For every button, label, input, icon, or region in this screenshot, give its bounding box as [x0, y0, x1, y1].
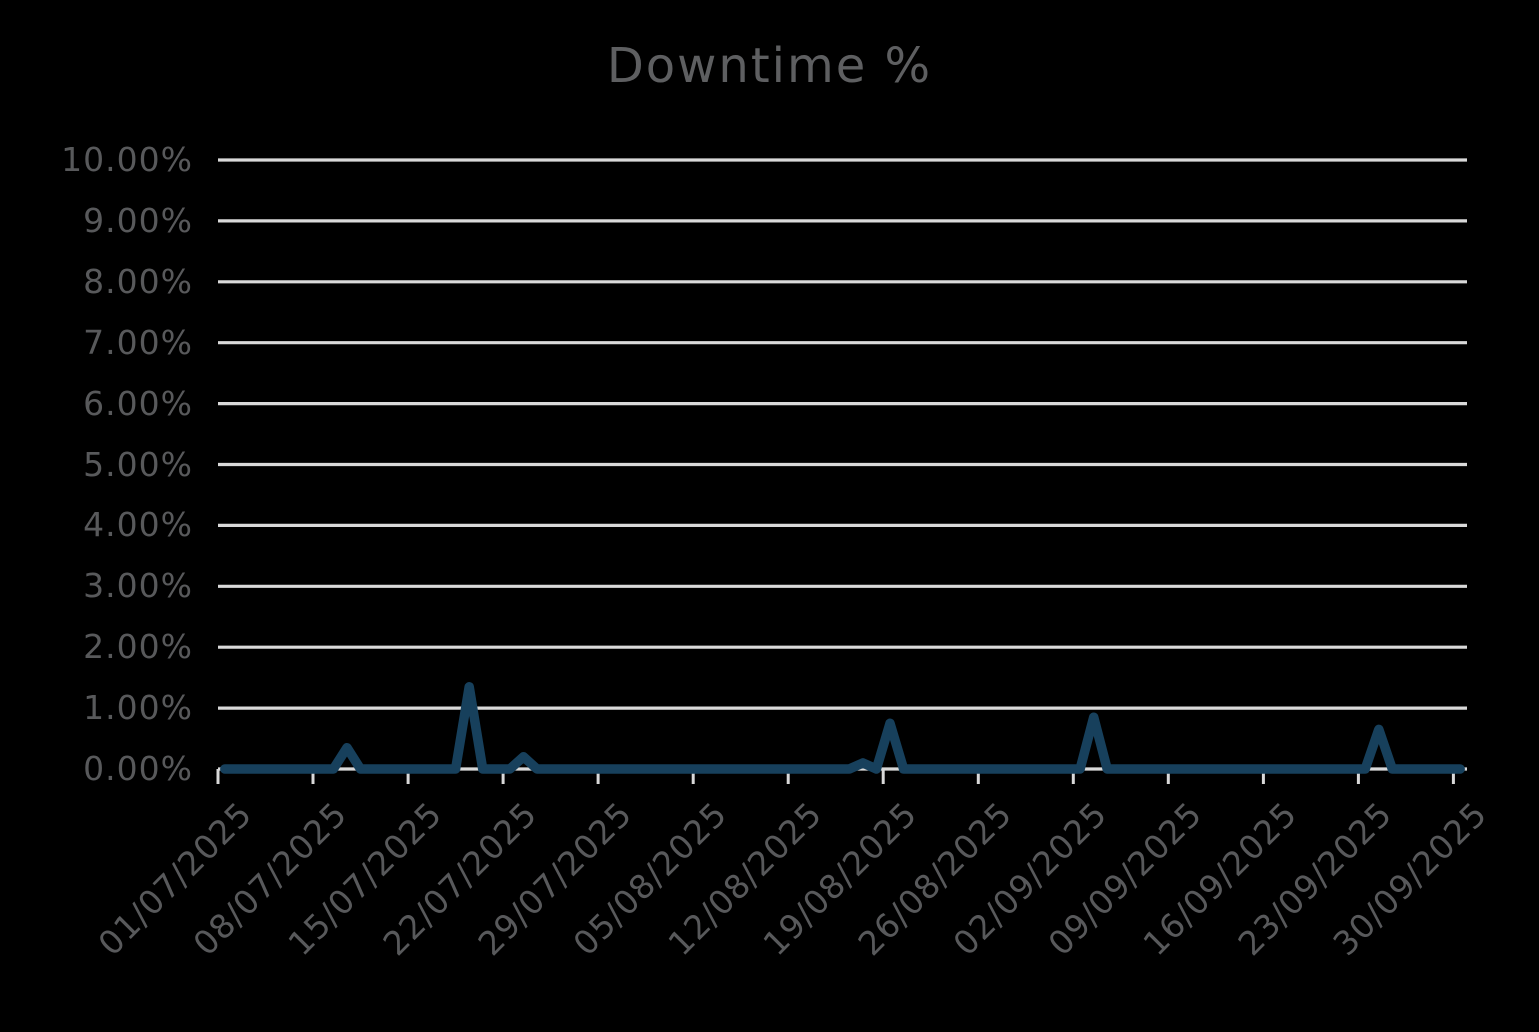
chart-title: Downtime % — [606, 38, 933, 94]
y-axis-tick-label: 8.00% — [83, 261, 193, 301]
y-axis-tick-label: 4.00% — [83, 505, 193, 545]
y-axis-tick-label: 0.00% — [83, 749, 193, 788]
y-axis-labels: 0.00% 1.00% 2.00% 3.00% 4.00% 5.00% 6.00% 7.00%… — [0, 0, 193, 1032]
y-axis-tick-label: 3.00% — [83, 566, 193, 606]
y-axis-tick-label: 5.00% — [83, 444, 193, 484]
y-axis-tick-label: 6.00% — [83, 383, 193, 423]
downtime-series-line — [220, 682, 1465, 774]
y-axis-tick-label: 10.00% — [61, 140, 193, 179]
y-axis-tick-label: 2.00% — [83, 627, 193, 667]
y-axis-tick-label: 9.00% — [83, 200, 193, 240]
y-axis-tick-label: 1.00% — [83, 688, 193, 728]
y-axis-tick-label: 7.00% — [83, 322, 193, 362]
